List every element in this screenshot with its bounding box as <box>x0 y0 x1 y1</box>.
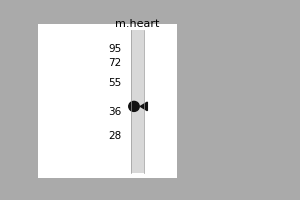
Text: 95: 95 <box>108 44 121 54</box>
Text: m.heart: m.heart <box>115 19 160 29</box>
Text: 72: 72 <box>108 58 121 68</box>
Ellipse shape <box>129 101 139 111</box>
Polygon shape <box>140 102 147 111</box>
Bar <box>38 24 177 178</box>
Text: 28: 28 <box>108 131 121 141</box>
Text: 36: 36 <box>108 107 121 117</box>
Text: 55: 55 <box>108 78 121 88</box>
Bar <box>130 30 145 173</box>
